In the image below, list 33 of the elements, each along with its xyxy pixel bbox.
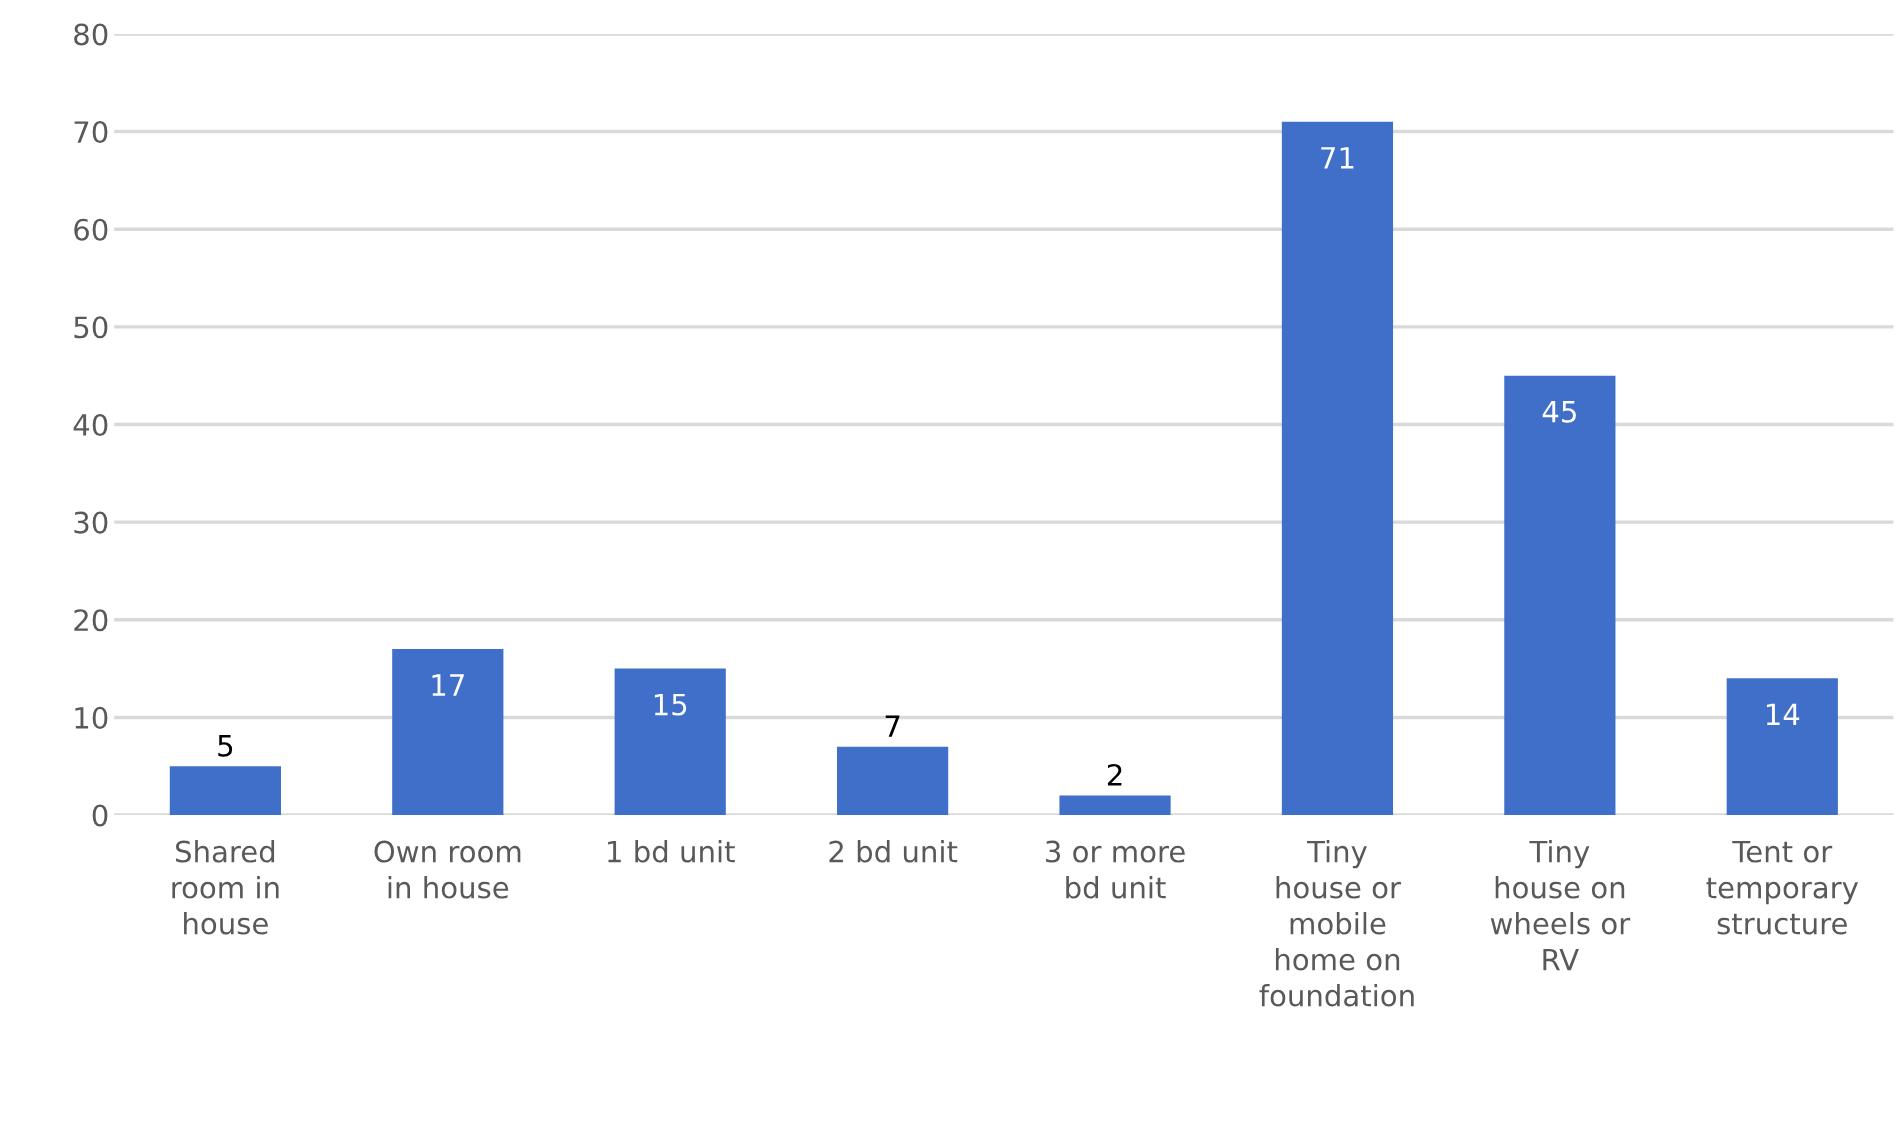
data-label: 5 (218, 734, 233, 757)
bar (837, 746, 949, 816)
y-tick-label: 0 (92, 804, 108, 827)
y-tick-label: 10 (75, 706, 108, 729)
y-tick-label: 50 (74, 316, 108, 339)
data-label: 17 (432, 674, 464, 696)
x-tick-label: 3 or more bd unit (1046, 840, 1185, 899)
data-label: 15 (654, 693, 687, 716)
y-tick-label: 20 (74, 609, 108, 632)
bar (392, 649, 504, 816)
x-tick-label: 1 bd unit (608, 840, 735, 863)
data-label: 14 (1766, 703, 1800, 725)
bar (1281, 121, 1394, 816)
bar (614, 668, 726, 816)
y-tick-label: 30 (74, 511, 108, 534)
y-tick-label: 70 (74, 121, 108, 144)
y-tick-label: 60 (74, 218, 108, 241)
y-tick-label: 40 (73, 413, 108, 436)
data-label: 71 (1321, 147, 1354, 169)
x-tick-label: 2 bd unit (829, 840, 958, 863)
x-tick-label: Tent or temporary structure (1706, 840, 1859, 935)
bar (1726, 678, 1838, 816)
y-tick-label: 80 (74, 23, 108, 46)
bar (1504, 375, 1616, 816)
bar (169, 766, 281, 816)
data-label: 2 (1107, 763, 1122, 786)
bar (1059, 795, 1171, 816)
x-tick-label: Own room in house (374, 840, 521, 899)
x-tick-label: Tiny house on wheels or RV (1490, 840, 1631, 971)
data-label: 7 (885, 715, 900, 737)
data-label: 45 (1542, 400, 1576, 423)
x-tick-label: Shared room in house (172, 840, 279, 935)
x-tick-label: Tiny house or mobile home on foundation (1259, 840, 1414, 1007)
